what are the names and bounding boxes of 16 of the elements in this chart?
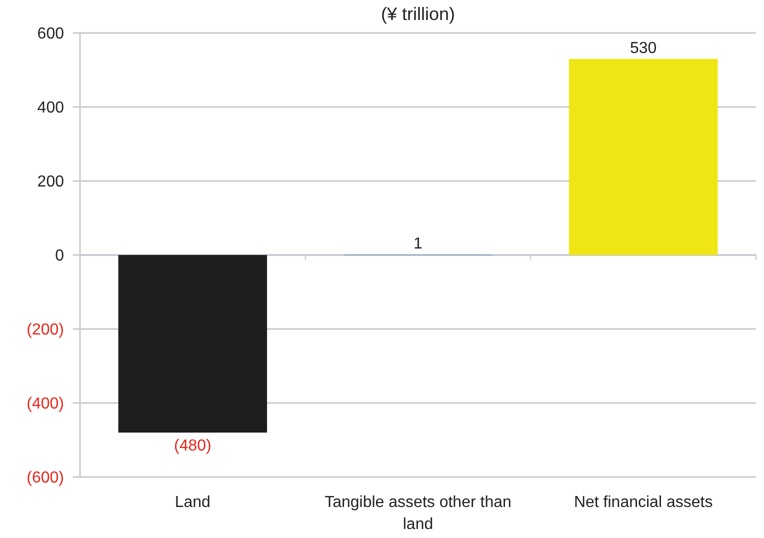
y-tick-label: 200	[37, 174, 64, 191]
y-tick-label: (600)	[26, 470, 64, 487]
data-label: 1	[414, 236, 423, 253]
y-tick-label: (400)	[26, 396, 64, 413]
y-tick-label: 400	[37, 100, 64, 117]
y-tick-label: 600	[37, 26, 64, 43]
data-label: 530	[630, 40, 657, 57]
x-tick-label: Net financial assets	[574, 494, 713, 511]
x-tick-label: Land	[174, 494, 210, 511]
bar	[568, 58, 718, 255]
bar	[118, 255, 268, 433]
chart-title: (¥ trillion)	[380, 4, 456, 24]
data-label: (480)	[174, 438, 212, 455]
y-tick-label: 0	[55, 248, 64, 265]
y-tick-label: (200)	[26, 322, 64, 339]
x-tick-label: Tangible assets other than land	[324, 494, 512, 533]
